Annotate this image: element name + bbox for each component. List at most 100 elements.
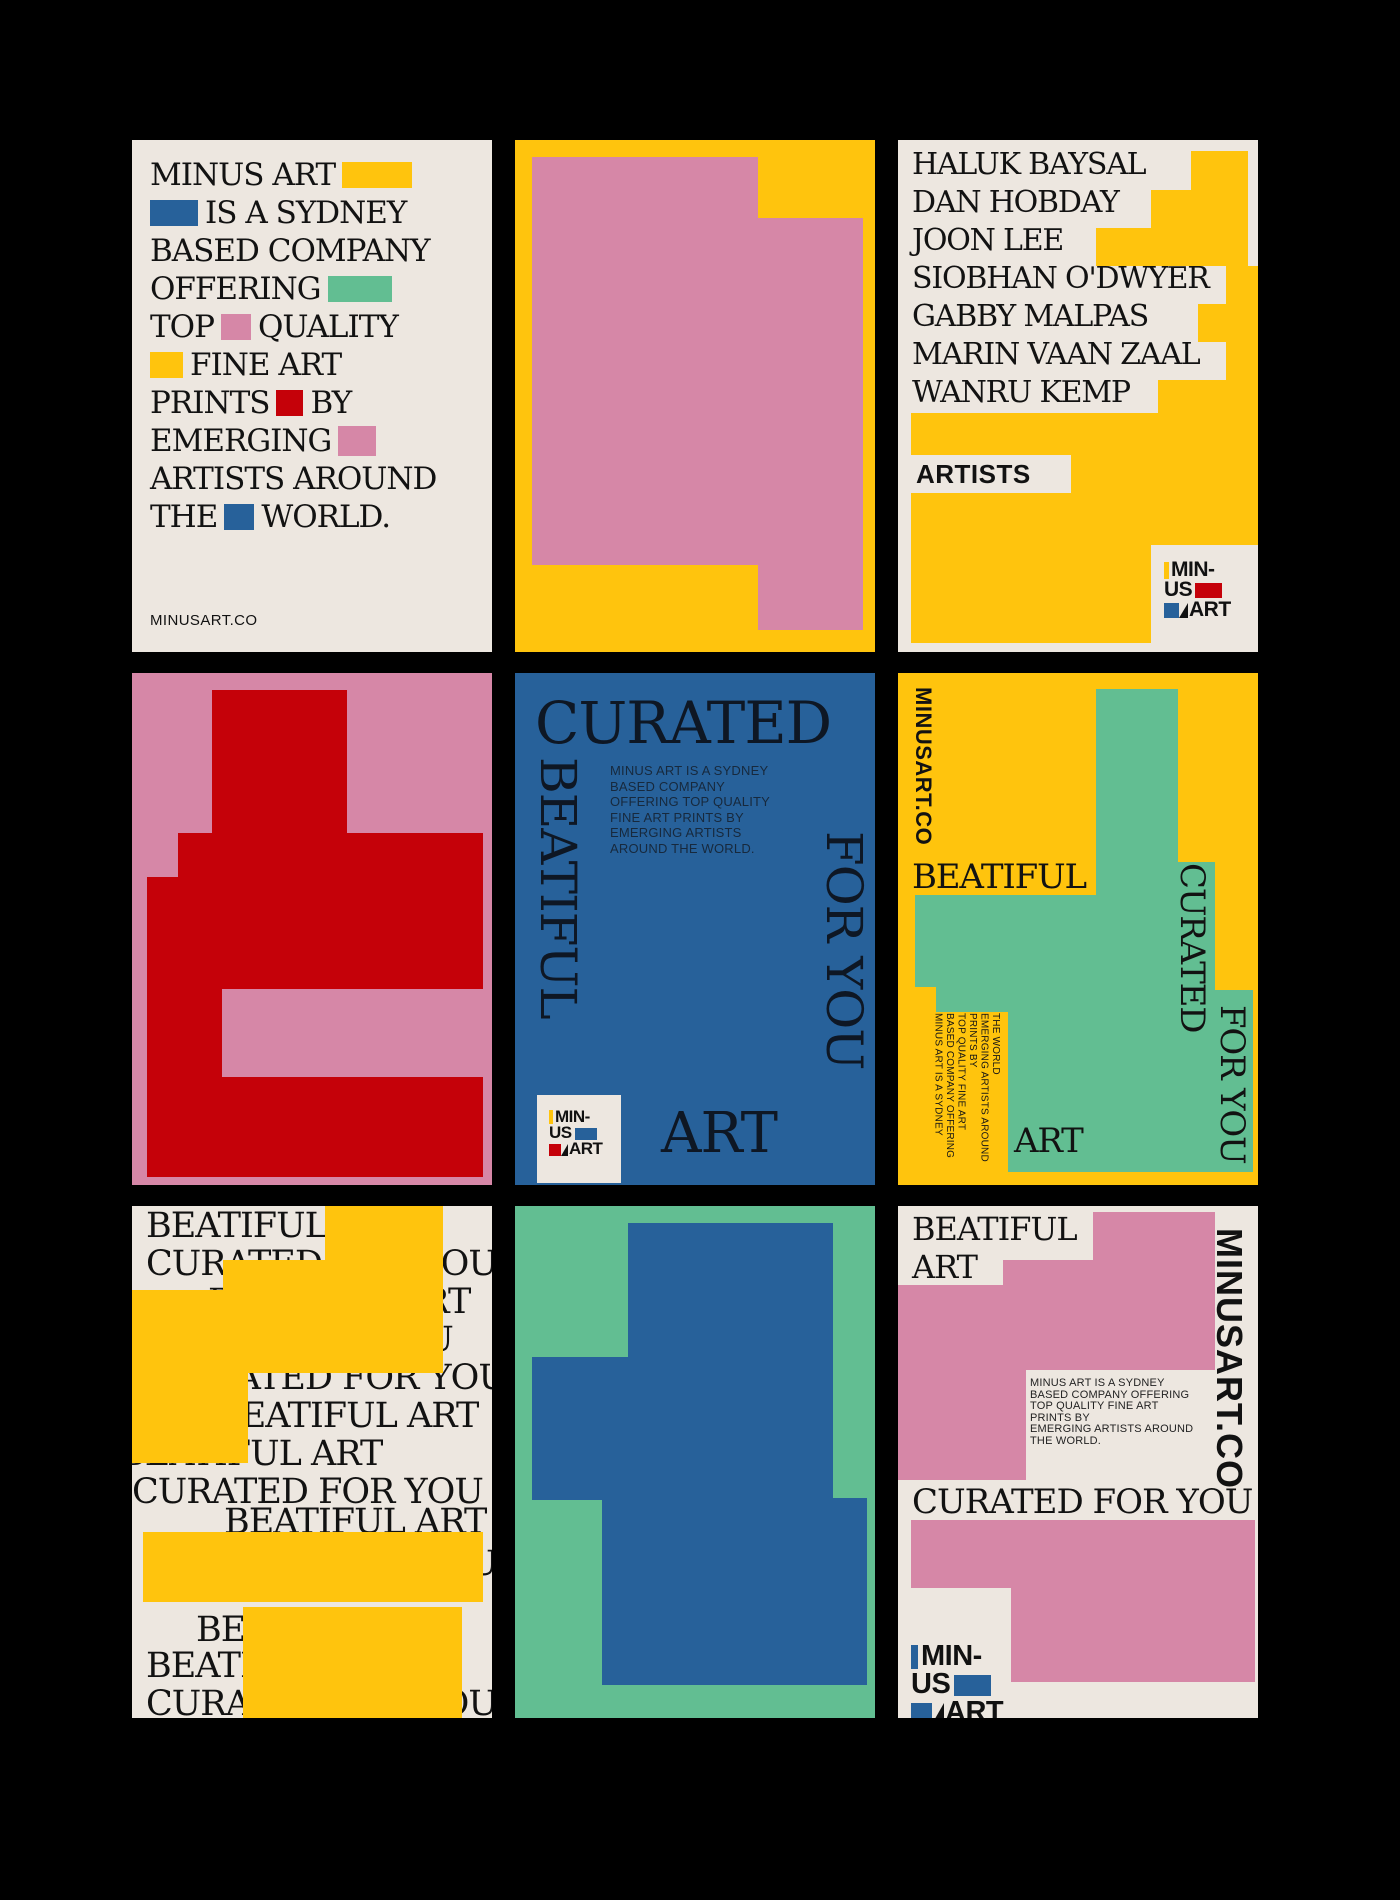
about-line: BASED COMPANY OFFERING xyxy=(1030,1388,1190,1401)
poster-blue-shape xyxy=(515,1206,875,1718)
curated-vertical-text: CURATED xyxy=(1172,863,1212,1033)
manifesto-line: EMERGING xyxy=(150,423,332,459)
pink-shape-block xyxy=(1093,1212,1215,1260)
logo-box: MIN- US ART xyxy=(537,1095,621,1183)
beatiful-text: BEATIFUL xyxy=(912,1210,1078,1248)
curated-text: CURATED xyxy=(535,689,832,757)
green-shape-block xyxy=(1178,990,1253,1012)
logo-square xyxy=(549,1144,561,1156)
pink-shape-block xyxy=(898,1285,1215,1370)
minus-art-logo: MIN- US ART xyxy=(1164,559,1231,620)
about-line: AROUND THE WORLD. xyxy=(610,840,755,856)
pink-shape-block xyxy=(1011,1588,1255,1682)
curated-for-you-text: CURATED FOR YOU xyxy=(912,1482,1253,1522)
about-paragraph-rotated: MINUS ART IS A SYDNEY BASED COMPANY OFFE… xyxy=(932,1013,1002,1163)
about-line: TOP QUALITY FINE ART xyxy=(1030,1400,1159,1412)
poster-green-shape: MINUSART.CO BEATIFUL CURATED FOR YOU ART… xyxy=(898,673,1258,1185)
yellow-shape-block xyxy=(143,1532,483,1602)
artist-name: MARIN VAAN ZAAL xyxy=(912,337,1201,372)
blue-shape-block xyxy=(532,1357,833,1500)
artist-name: SIOBHAN O'DWYER xyxy=(912,261,1210,296)
red-block xyxy=(276,390,304,416)
yellow-block xyxy=(342,162,413,188)
logo-rect xyxy=(1195,583,1223,598)
pink-shape-block xyxy=(532,157,758,565)
manifesto-line: THE xyxy=(150,499,218,535)
about-line: EMERGING ARTISTS xyxy=(610,825,742,840)
pink-block xyxy=(220,314,251,340)
manifesto-text: MINUS ART IS A SYDNEY BASED COMPANY OFFE… xyxy=(150,156,486,536)
green-shape-block xyxy=(915,895,1215,987)
blue-block xyxy=(150,200,198,226)
manifesto-line: PRINTS xyxy=(150,385,270,421)
for-you-vertical-text: FOR YOU xyxy=(1212,1005,1252,1164)
manifesto-line: BASED COMPANY xyxy=(150,233,431,269)
beatiful-text: BEATIFUL xyxy=(912,857,1087,897)
logo-wedge xyxy=(561,1144,568,1156)
poster-pink-shape xyxy=(515,140,875,652)
manifesto-line: BY xyxy=(310,385,352,421)
yellow-step xyxy=(1096,228,1248,266)
manifesto-line: FINE ART xyxy=(190,347,342,383)
logo-bar xyxy=(911,1645,918,1669)
about-line: MINUS ART IS A SYDNEY xyxy=(610,763,769,778)
about-paragraph: MINUS ART IS A SYDNEY BASED COMPANY OFFE… xyxy=(610,763,770,856)
art-text: ART xyxy=(1014,1121,1084,1161)
pink-shape-block xyxy=(898,1370,1026,1480)
yellow-block xyxy=(150,352,183,378)
pink-shape-block xyxy=(1003,1260,1215,1285)
yellow-step xyxy=(1151,190,1248,228)
poster-manifesto: MINUS ART IS A SYDNEY BASED COMPANY OFFE… xyxy=(132,140,492,652)
red-shape-block xyxy=(212,690,347,838)
about-line: PRINTS BY xyxy=(1030,1411,1090,1424)
blue-shape-block xyxy=(628,1223,833,1357)
manifesto-line: WORLD. xyxy=(261,499,391,535)
art-text: ART xyxy=(661,1101,778,1166)
about-line: MINUS ART IS A SYDNEY xyxy=(932,1013,944,1136)
repeat-line: CURATED FOR YOU xyxy=(132,1472,484,1512)
green-block xyxy=(327,276,392,302)
green-shape-block xyxy=(1096,689,1178,895)
artists-band: ARTISTS xyxy=(911,455,1071,493)
logo-wedge xyxy=(1179,603,1188,618)
yellow-step xyxy=(1226,342,1258,380)
about-line: EMERGING ARTISTS AROUND xyxy=(1030,1423,1194,1435)
logo-bar xyxy=(549,1110,553,1124)
minus-art-logo: MIN- US ART xyxy=(549,1108,603,1157)
yellow-step xyxy=(1198,304,1258,342)
site-url-vertical: MINUSART.CO xyxy=(911,687,936,846)
art-text: ART xyxy=(912,1248,978,1286)
logo-wedge xyxy=(932,1703,944,1718)
about-line: BASED COMPANY OFFERING xyxy=(944,1013,955,1159)
about-line: EMERGING ARTISTS AROUND xyxy=(978,1013,990,1162)
about-line: PRINTS BY xyxy=(967,1013,978,1068)
poster-red-shape xyxy=(132,673,492,1185)
logo-box: MIN- US ART xyxy=(1151,545,1258,652)
repeat-line: BEATIFUL ART xyxy=(216,1396,479,1436)
logo-bar xyxy=(1164,562,1169,579)
logo-text-us: US xyxy=(1164,578,1193,601)
artist-name: HALUK BAYSAL xyxy=(912,147,1147,182)
green-shape-block xyxy=(1178,862,1215,895)
artists-label: ARTISTS xyxy=(916,458,1031,489)
artist-name: WANRU KEMP xyxy=(912,375,1131,410)
logo-text-min: MIN- xyxy=(921,1640,982,1672)
logo-text-us: US xyxy=(549,1123,572,1142)
green-shape-block xyxy=(936,987,1215,1012)
poster-curated: BEATIFUL ART MINUSART.CO MINUS ART IS A … xyxy=(898,1206,1258,1718)
manifesto-line: QUALITY xyxy=(257,309,399,345)
blue-block xyxy=(224,504,255,530)
yellow-shape-block xyxy=(243,1607,462,1718)
logo-rect xyxy=(954,1675,992,1696)
pink-shape-block xyxy=(911,1520,1255,1588)
logo-rect xyxy=(574,1128,597,1140)
manifesto-line: TOP xyxy=(150,309,215,345)
manifesto-line: OFFERING xyxy=(150,271,322,307)
about-line: TOP QUALITY FINE ART xyxy=(955,1013,967,1131)
yellow-shape-block xyxy=(325,1206,443,1373)
artist-name: JOON LEE xyxy=(912,223,1064,258)
green-shape-block xyxy=(1008,1012,1253,1172)
logo-square xyxy=(911,1703,932,1718)
about-line: FINE ART PRINTS BY xyxy=(610,809,744,825)
manifesto-line: MINUS ART xyxy=(150,157,336,193)
